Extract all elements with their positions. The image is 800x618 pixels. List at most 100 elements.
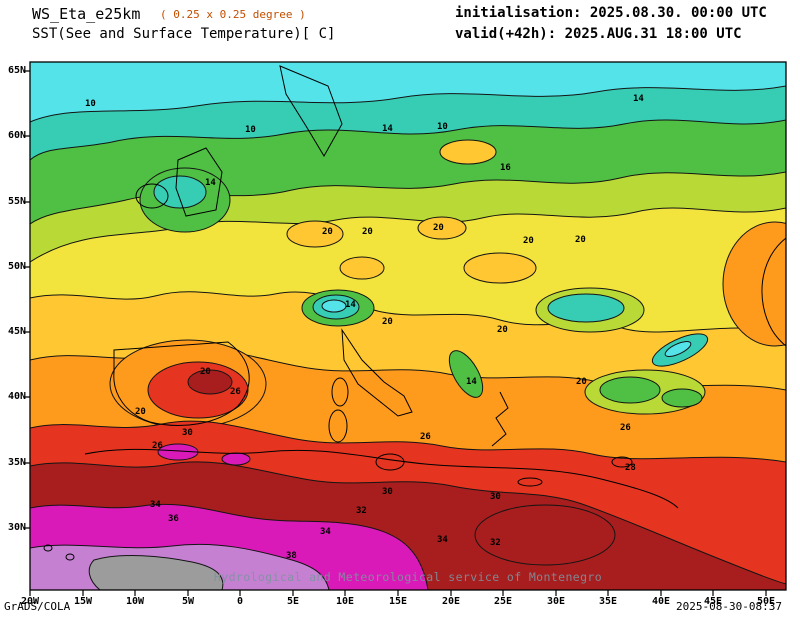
temp-band-cyan: [30, 62, 786, 123]
longitude-ticks: [29, 590, 767, 596]
contour-label: 14: [382, 124, 393, 134]
lon-tick-label: 10E: [335, 596, 355, 607]
contour-label: 20: [576, 377, 587, 387]
coastline-canary-1: [43, 544, 53, 552]
lon-tick-label: 15E: [388, 596, 408, 607]
hot-spot-alboran-2: [221, 452, 251, 466]
coastline-britain: [175, 147, 223, 217]
coastline-greece: [491, 391, 509, 447]
lon-tick-label: 20E: [441, 596, 461, 607]
contour-label: 16: [500, 163, 511, 173]
contour-label: 14: [633, 94, 644, 104]
contour-label: 14: [466, 377, 477, 387]
model-name: WS_Eta_e25km: [32, 5, 141, 23]
coastline-sicily: [375, 453, 405, 471]
warm-patch-baltic: [439, 139, 497, 165]
contour-label: 26: [620, 423, 631, 433]
lat-tick-label: 40N: [7, 391, 26, 402]
variable-title: SST(See and Surface Temperature)[ C]: [32, 26, 336, 42]
coastline-corsica: [331, 377, 349, 407]
contour-label: 26: [152, 441, 163, 451]
contour-label: 30: [382, 487, 393, 497]
latitude-ticks: [24, 70, 30, 529]
cold-blob-alps-cyan: [321, 299, 347, 313]
lon-tick-label: 5E: [286, 596, 300, 607]
contour-label: 20: [575, 235, 586, 245]
lon-tick-label: 0: [236, 596, 244, 607]
lon-tick-label: 50E: [756, 596, 776, 607]
contour-label: 30: [182, 428, 193, 438]
warm-patch-central-europe-2: [417, 216, 467, 240]
contour-label: 34: [320, 527, 331, 537]
generator-credit: GrADS/COLA: [4, 600, 71, 613]
lat-tick-label: 35N: [7, 457, 26, 468]
contour-label: 20: [362, 227, 373, 237]
contour-label: 30: [490, 492, 501, 502]
coastline-caspian: [761, 237, 786, 347]
cold-blob-britain-teal: [153, 175, 207, 209]
contour-label: 20: [497, 325, 508, 335]
contour-label: 38: [286, 551, 297, 561]
contour-label: 20: [200, 367, 211, 377]
coastline-north-africa: [84, 448, 679, 509]
contour-label: 34: [437, 535, 448, 545]
temp-patch-gray-extreme: [88, 555, 224, 590]
hot-blob-iberia-core: [187, 369, 233, 395]
coastline-ireland: [135, 183, 169, 209]
lat-tick-label: 30N: [7, 522, 26, 533]
contour-label: 10: [245, 125, 256, 135]
lon-tick-label: 25E: [493, 596, 513, 607]
lon-tick-label: 20W: [20, 596, 40, 607]
cold-blob-caucasus-cyan: [664, 341, 692, 357]
coastline-cyprus: [611, 456, 633, 468]
contour-label: 20: [322, 227, 333, 237]
lat-tick-label: 60N: [7, 130, 26, 141]
lon-tick-label: 15W: [73, 596, 93, 607]
lon-tick-label: 45E: [703, 596, 723, 607]
warm-patch-central-europe-1: [286, 220, 344, 248]
valid-time: valid(+42h): 2025.AUG.31 18:00 UTC: [455, 26, 742, 42]
generation-timestamp: 2025-08-30-08:37: [676, 600, 782, 613]
warm-patch-pannonia: [463, 252, 537, 284]
lon-tick-label: 35E: [598, 596, 618, 607]
contour-label: 14: [345, 300, 356, 310]
hot-blob-libya: [474, 504, 616, 566]
lat-tick-label: 55N: [7, 196, 26, 207]
lon-tick-label: 10W: [125, 596, 145, 607]
map-field: 10 10 14 10 14 16 14 20 20 20 20 20 14 2…: [30, 62, 786, 590]
warm-blob-east-orange: [722, 221, 786, 347]
coastline-canary-2: [65, 553, 75, 561]
lat-tick-label: 45N: [7, 326, 26, 337]
contour-label: 10: [85, 99, 96, 109]
warm-patch-france: [339, 256, 385, 280]
coastline-crete: [517, 477, 543, 487]
contour-label: 26: [420, 432, 431, 442]
coastline-sardinia: [328, 409, 348, 443]
map-frame: [29, 61, 787, 591]
contour-label: 36: [168, 514, 179, 524]
contour-label: 20: [135, 407, 146, 417]
cold-blob-dinarides: [448, 350, 484, 398]
anatolia-green-2: [661, 388, 703, 408]
contour-label: 26: [230, 387, 241, 397]
black-sea-inner: [547, 293, 625, 323]
contour-label: 28: [625, 463, 636, 473]
lon-tick-label: 30E: [546, 596, 566, 607]
lat-tick-label: 50N: [7, 261, 26, 272]
coastline-iberia: [113, 341, 250, 426]
lon-tick-label: 5W: [181, 596, 195, 607]
contour-label: 20: [433, 223, 444, 233]
watermark: Hydrological and Meteorological service …: [213, 570, 603, 584]
coastline-scandinavia: [279, 65, 343, 157]
anatolia-green-1: [599, 376, 661, 404]
contour-label: 32: [356, 506, 367, 516]
resolution-note: ( 0.25 x 0.25 degree ): [160, 8, 306, 21]
coastline-italy: [341, 328, 413, 417]
contour-label: 34: [150, 500, 161, 510]
lat-tick-label: 65N: [7, 65, 26, 76]
lon-tick-label: 40E: [651, 596, 671, 607]
contour-label: 32: [490, 538, 501, 548]
initialisation-time: initialisation: 2025.08.30. 00:00 UTC: [455, 5, 767, 21]
